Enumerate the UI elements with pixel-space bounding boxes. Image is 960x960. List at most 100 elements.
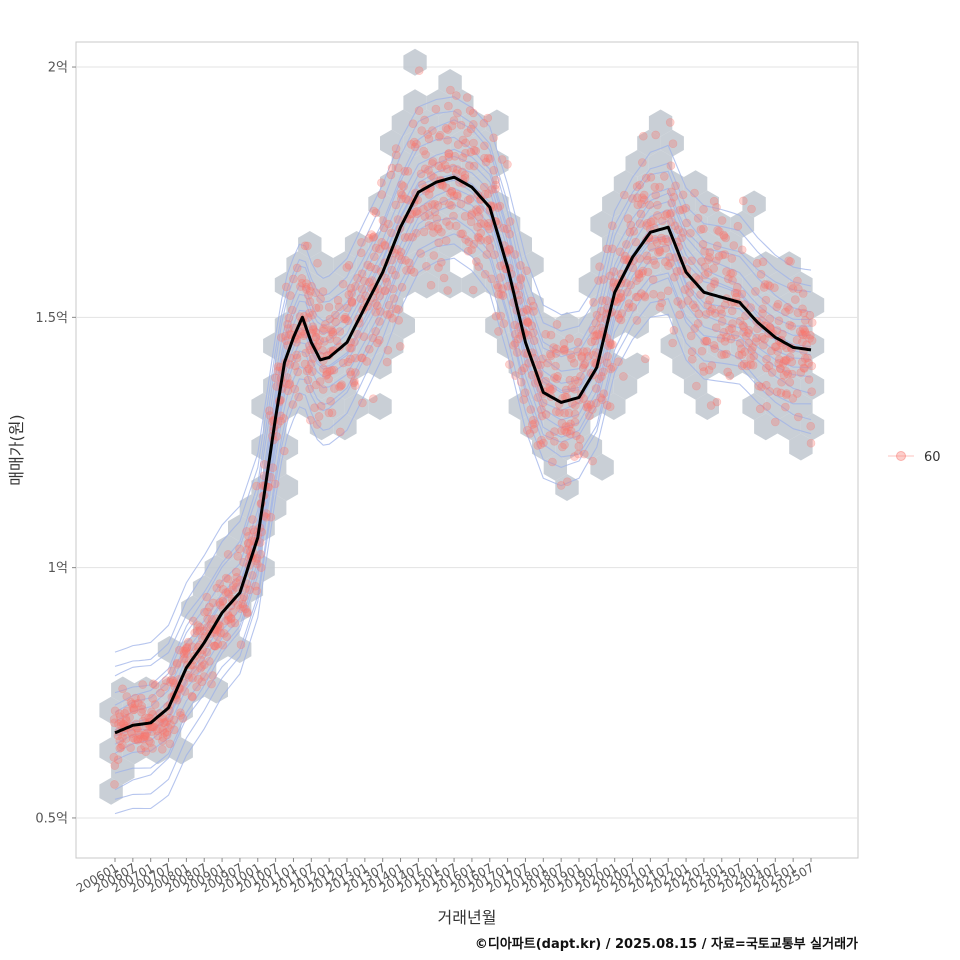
- transaction-point: [643, 218, 652, 228]
- transaction-point: [665, 252, 674, 262]
- transaction-point: [135, 730, 145, 740]
- transaction-point: [292, 263, 302, 273]
- transaction-point: [743, 328, 753, 338]
- transaction-point: [536, 440, 545, 449]
- transaction-point: [134, 727, 143, 736]
- transaction-point: [347, 298, 357, 308]
- hexbin-cell: [426, 251, 451, 279]
- hexbin-cell: [695, 190, 719, 218]
- transaction-point: [510, 338, 520, 348]
- transaction-point: [207, 614, 217, 624]
- transaction-point: [494, 289, 503, 299]
- transaction-point: [166, 677, 175, 687]
- transaction-point: [195, 622, 205, 632]
- transaction-point: [371, 307, 381, 317]
- transaction-point: [670, 221, 680, 231]
- transaction-point: [727, 306, 737, 316]
- transaction-point: [758, 304, 768, 314]
- transaction-point: [129, 705, 139, 715]
- transaction-point: [461, 148, 470, 158]
- transaction-point: [358, 398, 367, 408]
- transaction-point: [242, 607, 252, 617]
- transaction-point: [751, 287, 760, 296]
- transaction-point: [321, 371, 331, 380]
- transaction-point: [712, 241, 722, 251]
- transaction-point: [579, 360, 589, 370]
- hexbin-cell: [368, 352, 392, 380]
- transaction-point: [281, 336, 291, 346]
- transaction-point: [640, 292, 650, 302]
- transaction-point: [334, 302, 344, 312]
- transaction-point: [597, 372, 606, 381]
- transaction-point: [319, 364, 328, 374]
- transaction-point: [720, 336, 730, 346]
- transaction-point: [146, 738, 155, 747]
- transaction-point: [548, 384, 557, 394]
- transaction-point: [548, 457, 557, 467]
- transaction-point: [747, 204, 756, 214]
- transaction-point: [739, 359, 749, 369]
- transaction-point: [441, 236, 451, 245]
- transaction-points-layer: [109, 66, 817, 789]
- transaction-point: [375, 244, 384, 254]
- transaction-point: [434, 263, 443, 272]
- transaction-point: [140, 742, 149, 751]
- transaction-point: [706, 307, 715, 316]
- x-axis-title: 거래년월: [438, 908, 497, 927]
- transaction-point: [383, 345, 393, 355]
- transaction-point: [697, 346, 707, 356]
- transaction-point: [283, 319, 292, 329]
- transaction-point: [353, 273, 362, 283]
- transaction-point: [431, 104, 441, 114]
- transaction-point: [510, 250, 520, 259]
- transaction-point: [251, 556, 261, 566]
- transaction-point: [404, 232, 413, 242]
- transaction-point: [711, 256, 721, 266]
- transaction-point: [138, 705, 147, 714]
- transaction-point: [410, 142, 420, 152]
- transaction-point: [357, 269, 367, 279]
- transaction-point: [236, 604, 245, 613]
- transaction-point: [656, 291, 666, 301]
- transaction-point: [770, 283, 779, 293]
- transaction-point: [550, 373, 559, 382]
- transaction-point: [712, 397, 722, 407]
- transaction-point: [287, 305, 297, 315]
- transaction-point: [338, 358, 348, 368]
- hexbin-cell: [683, 372, 708, 400]
- transaction-point: [591, 384, 601, 393]
- transaction-point: [335, 327, 345, 336]
- hexbin-cell: [391, 150, 415, 177]
- hexbin-cell: [333, 251, 357, 279]
- transaction-point: [391, 270, 400, 280]
- transaction-point: [400, 233, 410, 242]
- hexbin-cell: [707, 210, 731, 238]
- transaction-point: [505, 229, 515, 239]
- transaction-point: [570, 452, 579, 461]
- transaction-point: [365, 277, 374, 287]
- transaction-point: [150, 700, 160, 709]
- transaction-point: [785, 305, 794, 314]
- transaction-point: [638, 193, 647, 202]
- transaction-point: [649, 256, 658, 265]
- transaction-point: [227, 614, 236, 623]
- transaction-point: [474, 233, 484, 243]
- transaction-point: [664, 261, 673, 271]
- transaction-point: [440, 161, 450, 170]
- transaction-point: [792, 335, 802, 345]
- transaction-point: [626, 280, 636, 290]
- transaction-point: [761, 380, 771, 390]
- transaction-point: [677, 233, 686, 243]
- transaction-point: [420, 164, 430, 174]
- transaction-point: [325, 314, 335, 324]
- transaction-point: [710, 308, 720, 318]
- transaction-point: [673, 225, 683, 234]
- transaction-point: [529, 336, 539, 346]
- transaction-point: [228, 585, 237, 595]
- transaction-point: [723, 274, 733, 284]
- transaction-point: [159, 718, 169, 727]
- transaction-point: [182, 642, 192, 652]
- transaction-point: [429, 228, 438, 237]
- transaction-point: [439, 273, 449, 283]
- hexbin-cell: [274, 474, 299, 501]
